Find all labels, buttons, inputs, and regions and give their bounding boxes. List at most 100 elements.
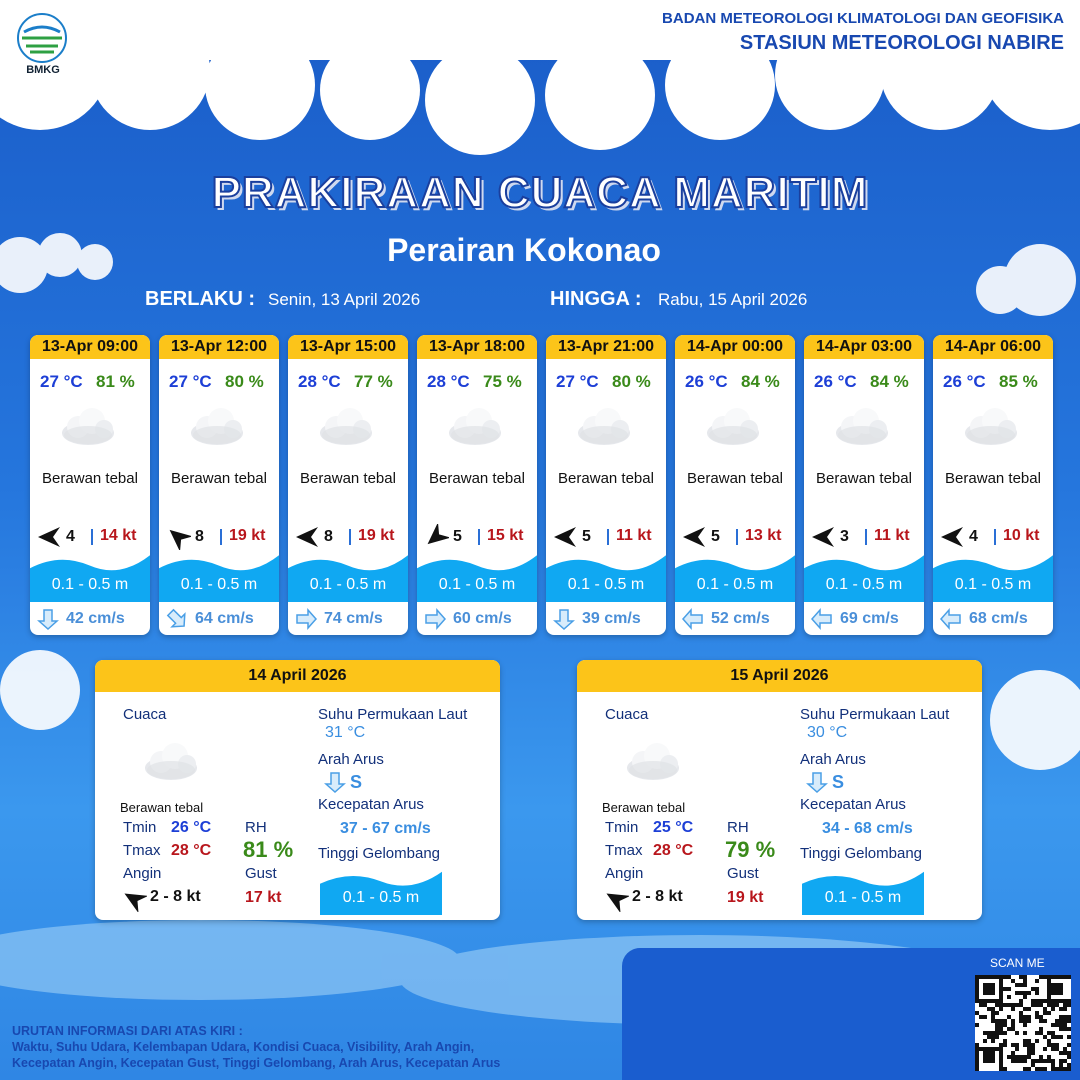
qr-module <box>1003 975 1007 979</box>
qr-module <box>1059 1027 1063 1031</box>
qr-module <box>1007 1015 1011 1019</box>
qr-module <box>1067 1043 1071 1047</box>
qr-module <box>983 1039 987 1043</box>
qr-module <box>975 975 979 979</box>
current-arrow <box>810 608 832 630</box>
gust: 19 kt <box>229 527 266 544</box>
qr-module <box>1035 999 1039 1003</box>
validity-from-label: BERLAKU : <box>145 288 255 310</box>
humidity: 77 % <box>354 372 393 391</box>
wind-speed: 4 <box>969 528 978 545</box>
qr-module <box>1051 975 1055 979</box>
qr-module <box>975 1063 979 1067</box>
qr-module <box>987 1035 991 1039</box>
qr-module <box>975 1055 979 1059</box>
qr-module <box>1043 1047 1047 1051</box>
qr-module <box>1039 975 1043 979</box>
label-current-speed: Kecepatan Arus <box>800 796 906 813</box>
qr-module <box>1059 999 1063 1003</box>
qr-module <box>1059 1007 1063 1011</box>
humidity: 84 % <box>870 372 909 391</box>
qr-module <box>1039 1015 1043 1019</box>
current-arrow <box>37 609 59 631</box>
weather: Berawan tebal <box>120 800 204 815</box>
qr-module <box>1067 975 1071 979</box>
qr-module <box>1019 975 1023 979</box>
humidity: 81 % <box>96 372 135 391</box>
qr-module <box>995 1047 999 1051</box>
qr-module <box>1007 987 1011 991</box>
qr-module <box>999 999 1003 1003</box>
qr-module <box>1031 1047 1035 1051</box>
station: STASIUN METEOROLOGI NABIRE <box>739 32 1064 54</box>
daily-date: 14 April 2026 <box>95 660 500 692</box>
daily-panel: 15 April 2026 Cuaca Berawan tebal Tmin 25 °C… <box>577 660 982 920</box>
title: PRAKIRAAN CUACA MARITIM <box>211 167 869 218</box>
gust: 19 kt <box>358 527 395 544</box>
current-dir: S <box>350 772 363 792</box>
qr-module <box>1067 1027 1071 1031</box>
qr-module <box>1011 1059 1015 1063</box>
qr-module <box>1023 1067 1027 1071</box>
qr-module <box>987 975 991 979</box>
qr-module <box>1019 1003 1023 1007</box>
qr-module <box>1055 999 1059 1003</box>
current-dir: S <box>832 772 845 792</box>
qr-module <box>1055 987 1059 991</box>
qr-module <box>991 975 995 979</box>
qr-module <box>983 983 987 987</box>
qr-module <box>995 999 999 1003</box>
qr-module <box>995 1011 999 1015</box>
current-arrow <box>939 608 961 630</box>
qr-module <box>1051 1067 1055 1071</box>
wind-arrow <box>38 527 60 547</box>
qr-module <box>1015 1003 1019 1007</box>
qr-module <box>1047 1031 1051 1035</box>
current-speed: 74 cm/s <box>324 610 383 627</box>
forecast-time: 13-Apr 12:00 <box>159 335 279 359</box>
qr-module <box>987 1055 991 1059</box>
wind-speed: 3 <box>840 528 849 545</box>
qr-module <box>991 1007 995 1011</box>
qr-module <box>1047 1055 1051 1059</box>
qr-module <box>975 1047 979 1051</box>
footer-line: Kecepatan Angin, Kecepatan Gust, Tinggi … <box>12 1056 501 1070</box>
forecast-time: 14-Apr 03:00 <box>804 335 924 359</box>
qr-module <box>995 1023 999 1027</box>
wave-height: 0.1 - 0.5 m <box>825 576 903 593</box>
label-wind: Angin <box>123 865 162 882</box>
qr-module <box>1059 1067 1063 1071</box>
qr-module <box>1067 1035 1071 1039</box>
qr-module <box>1043 975 1047 979</box>
qr-module <box>1051 1035 1055 1039</box>
qr-module <box>1051 1031 1055 1035</box>
gust: 17 kt <box>245 889 282 906</box>
qr-module <box>999 983 1003 987</box>
qr-module <box>1063 1019 1067 1023</box>
qr-module <box>1051 1023 1055 1027</box>
qr-module <box>1067 1019 1071 1023</box>
qr-module <box>983 1059 987 1063</box>
qr-module <box>995 1035 999 1039</box>
label-tmax: Tmax <box>123 842 161 859</box>
forecast-time: 13-Apr 18:00 <box>417 335 537 359</box>
current-arrow <box>324 772 346 794</box>
weather: Berawan tebal <box>816 470 912 487</box>
temperature: 27 °C <box>40 372 83 391</box>
qr-module <box>1027 1015 1031 1019</box>
qr-module <box>1059 1051 1063 1055</box>
qr-module <box>1027 1007 1031 1011</box>
qr-module <box>983 1047 987 1051</box>
wave-height: 0.1 - 0.5 m <box>696 576 774 593</box>
qr-module <box>1015 1031 1019 1035</box>
qr-module <box>1019 1015 1023 1019</box>
qr-module <box>999 1031 1003 1035</box>
qr-module <box>975 983 979 987</box>
qr-module <box>1063 975 1067 979</box>
weather-icon <box>965 408 1017 445</box>
qr-module <box>1047 1039 1051 1043</box>
weather: Berawan tebal <box>602 800 686 815</box>
wave-height: 0.1 - 0.5 m <box>309 576 387 593</box>
current-speed: 60 cm/s <box>453 610 512 627</box>
weather-icon <box>578 408 630 445</box>
